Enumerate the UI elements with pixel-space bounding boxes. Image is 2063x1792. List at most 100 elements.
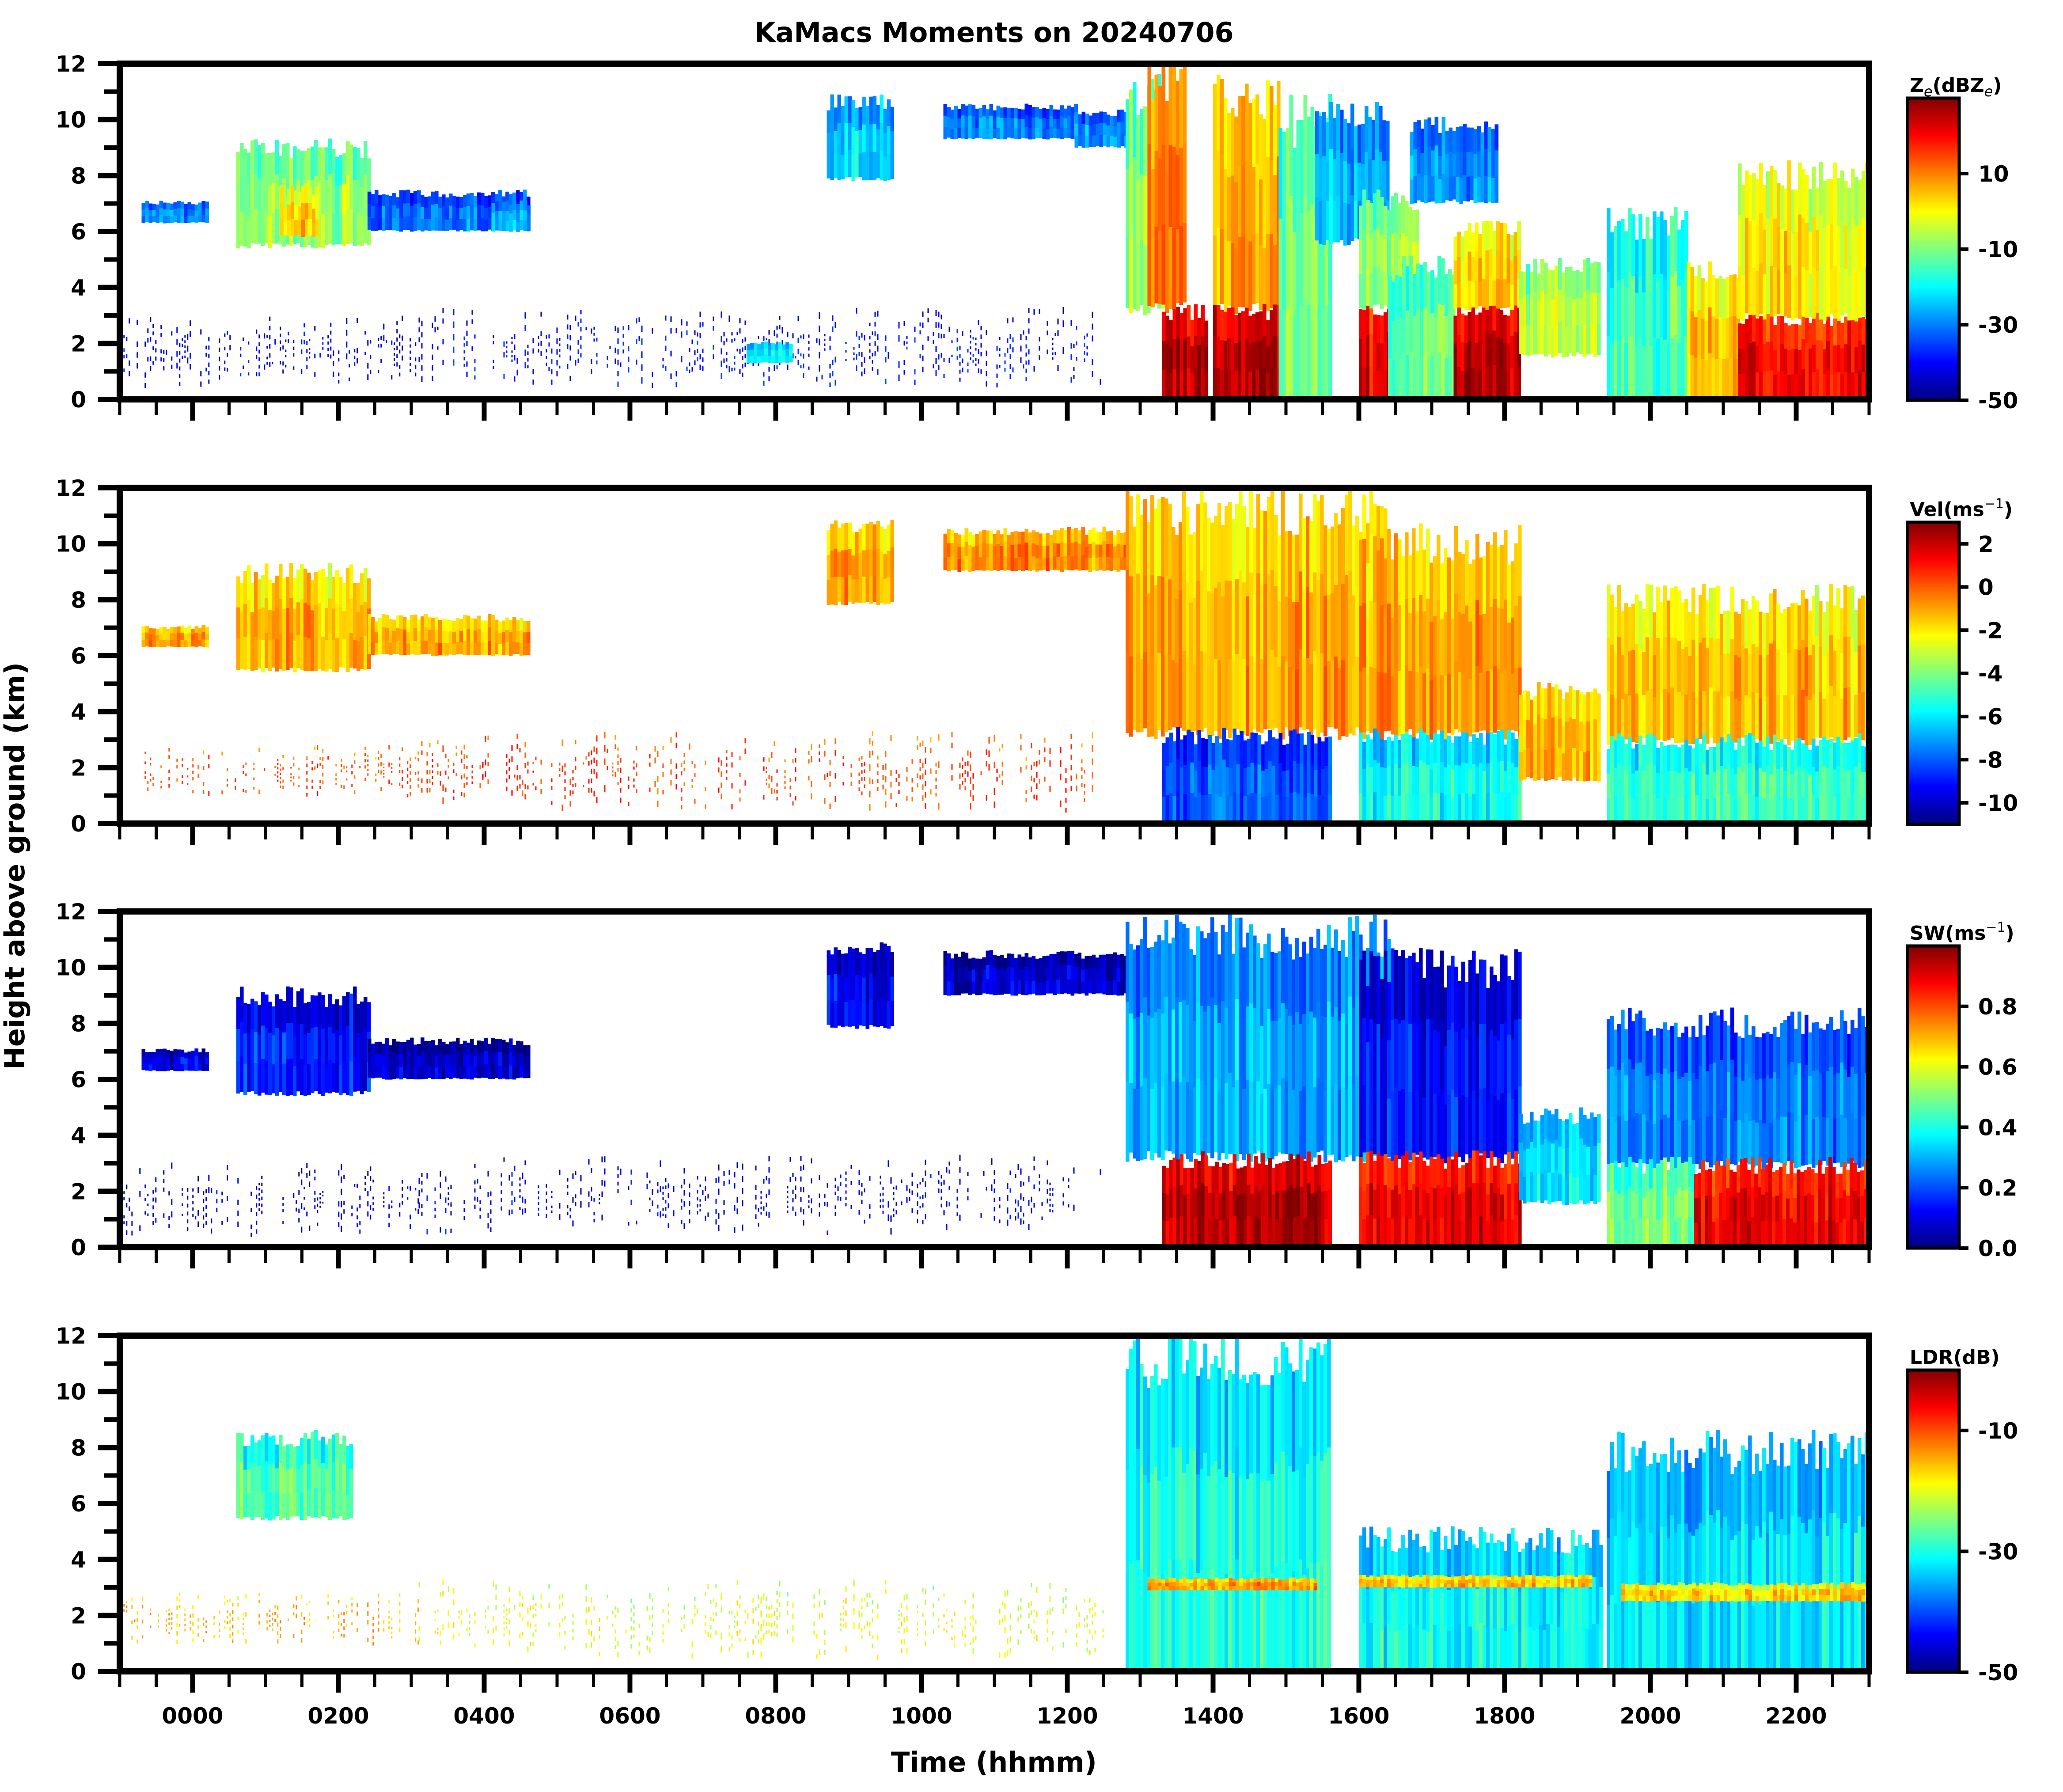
echo-pixel bbox=[986, 361, 987, 366]
echo-pixel bbox=[1278, 309, 1283, 399]
echo-pixel bbox=[1348, 652, 1352, 734]
echo-pixel bbox=[702, 366, 704, 371]
echo-pixel bbox=[327, 756, 329, 760]
echo-pixel bbox=[1314, 770, 1318, 797]
echo-pixel bbox=[980, 369, 982, 374]
echo-pixel bbox=[1218, 743, 1223, 770]
echo-pixel bbox=[1070, 354, 1072, 360]
echo-pixel bbox=[1790, 649, 1794, 695]
echo-pixel bbox=[1745, 218, 1749, 266]
echo-pixel bbox=[487, 762, 489, 767]
echo-pixel bbox=[1748, 698, 1752, 743]
echo-pixel bbox=[862, 152, 866, 181]
echo-pixel bbox=[459, 219, 463, 230]
echo-pixel bbox=[380, 359, 382, 363]
echo-pixel bbox=[1398, 740, 1402, 768]
echo-pixel bbox=[1042, 108, 1047, 119]
echo-pixel bbox=[1677, 747, 1681, 773]
echo-pixel bbox=[1359, 732, 1363, 763]
echo-pixel bbox=[869, 751, 871, 758]
echo-pixel bbox=[1398, 795, 1402, 824]
echo-pixel bbox=[1380, 197, 1384, 235]
echo-pixel bbox=[1493, 665, 1497, 733]
echo-pixel bbox=[1231, 175, 1235, 243]
y-tick-label: 6 bbox=[71, 219, 86, 245]
echo-pixel bbox=[1510, 285, 1514, 310]
echo-pixel bbox=[227, 784, 228, 787]
echo-pixel bbox=[1377, 266, 1380, 304]
echo-pixel bbox=[1485, 220, 1490, 251]
echo-pixel bbox=[327, 335, 329, 338]
echo-pixel bbox=[301, 369, 303, 374]
echo-pixel bbox=[1663, 220, 1667, 280]
echo-pixel bbox=[1794, 649, 1798, 696]
echo-pixel bbox=[353, 611, 357, 640]
echo-pixel bbox=[396, 208, 400, 220]
echo-pixel bbox=[487, 753, 489, 758]
echo-pixel bbox=[561, 739, 563, 746]
echo-pixel bbox=[243, 637, 247, 670]
echo-pixel bbox=[1409, 255, 1413, 304]
echo-pixel bbox=[1406, 355, 1410, 399]
echo-pixel bbox=[633, 778, 635, 782]
echo-pixel bbox=[1801, 797, 1805, 824]
echo-pixel bbox=[681, 797, 683, 801]
y-tick-label: 0 bbox=[71, 387, 86, 413]
echo-pixel bbox=[564, 771, 566, 775]
echo-pixel bbox=[470, 217, 474, 231]
echo-pixel bbox=[617, 327, 619, 333]
echo-pixel bbox=[325, 640, 329, 672]
echo-pixel bbox=[319, 786, 321, 789]
echo-pixel bbox=[466, 206, 470, 219]
echo-pixel bbox=[975, 342, 977, 345]
echo-pixel bbox=[1036, 783, 1038, 789]
echo-pixel bbox=[1215, 794, 1219, 824]
echo-pixel bbox=[1302, 518, 1306, 589]
echo-pixel bbox=[872, 152, 877, 180]
echo-pixel bbox=[1694, 317, 1698, 359]
echo-pixel bbox=[882, 784, 884, 790]
echo-pixel bbox=[1179, 69, 1183, 148]
echo-pixel bbox=[1278, 733, 1283, 764]
echo-pixel bbox=[1458, 552, 1462, 612]
echo-pixel bbox=[328, 209, 332, 244]
echo-pixel bbox=[339, 155, 343, 185]
echo-pixel bbox=[1259, 179, 1263, 245]
echo-pixel bbox=[338, 372, 340, 376]
echo-pixel bbox=[277, 771, 279, 774]
echo-pixel bbox=[739, 349, 741, 354]
echo-pixel bbox=[943, 546, 948, 558]
echo-pixel bbox=[317, 745, 319, 750]
echo-pixel bbox=[449, 631, 453, 643]
echo-pixel bbox=[1851, 270, 1855, 320]
echo-pixel bbox=[269, 326, 271, 330]
echo-region bbox=[1738, 309, 1869, 399]
echo-pixel bbox=[1840, 170, 1844, 219]
echo-pixel bbox=[1388, 358, 1392, 399]
echo-pixel bbox=[1540, 687, 1544, 718]
echo-pixel bbox=[771, 343, 775, 350]
echo-pixel bbox=[314, 326, 316, 331]
echo-pixel bbox=[144, 771, 146, 774]
echo-pixel bbox=[1190, 319, 1195, 347]
echo-pixel bbox=[176, 778, 178, 782]
echo-pixel bbox=[1179, 767, 1184, 796]
echo-pixel bbox=[1395, 316, 1399, 358]
echo-pixel bbox=[1464, 257, 1468, 284]
echo-pixel bbox=[1197, 372, 1202, 399]
echo-pixel bbox=[1812, 767, 1816, 796]
echo-pixel bbox=[505, 630, 509, 643]
echo-pixel bbox=[834, 107, 838, 131]
echo-pixel bbox=[986, 119, 990, 129]
echo-pixel bbox=[1289, 95, 1293, 197]
echo-pixel bbox=[593, 327, 595, 330]
echo-pixel bbox=[1225, 655, 1229, 730]
echo-pixel bbox=[152, 777, 154, 780]
echo-pixel bbox=[1245, 308, 1249, 339]
echo-pixel bbox=[832, 360, 834, 365]
echo-pixel bbox=[1656, 689, 1660, 740]
echo-pixel bbox=[386, 340, 387, 343]
echo-pixel bbox=[844, 123, 849, 151]
echo-pixel bbox=[1242, 658, 1246, 736]
echo-pixel bbox=[1387, 794, 1391, 824]
